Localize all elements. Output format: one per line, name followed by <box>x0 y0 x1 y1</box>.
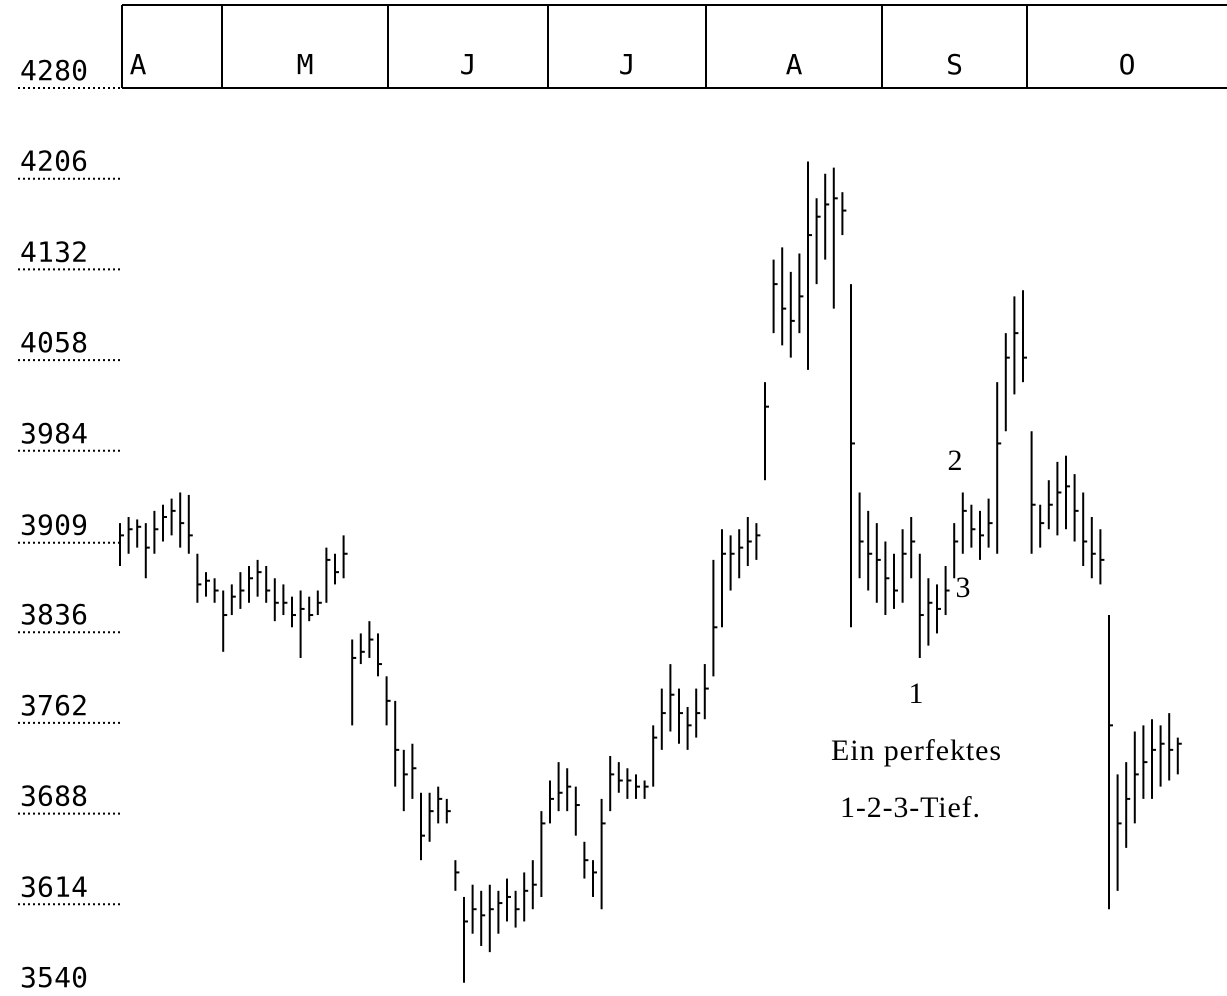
header-frame <box>122 4 1227 89</box>
y-tick-label: 3984 <box>20 417 88 450</box>
y-tick-label: 4132 <box>20 235 88 268</box>
y-tick-label: 4206 <box>20 145 88 178</box>
y-tick-label: 4058 <box>20 326 88 359</box>
annotation: Ein perfektes <box>831 734 1001 767</box>
x-tick-label: J <box>619 48 636 81</box>
y-tick-label: 3909 <box>20 509 88 542</box>
y-tick-label: 3540 <box>20 961 88 994</box>
x-tick-label: M <box>297 48 314 81</box>
y-tick-label: 3762 <box>20 689 88 722</box>
annotation: 1 <box>909 677 924 710</box>
x-tick-label: O <box>1119 48 1136 81</box>
y-tick-label: 3614 <box>20 870 88 903</box>
x-tick-label: A <box>130 48 147 81</box>
y-tick-label: 3688 <box>20 780 88 813</box>
y-tick-label: 3836 <box>20 598 88 631</box>
annotation: 1-2-3-Tief. <box>840 791 980 824</box>
x-tick-label: J <box>460 48 477 81</box>
x-tick-label: S <box>946 48 963 81</box>
annotation: 2 <box>948 444 963 477</box>
x-tick-label: A <box>786 48 803 81</box>
annotation: 3 <box>956 571 971 604</box>
y-tick-label: 4280 <box>20 54 88 87</box>
